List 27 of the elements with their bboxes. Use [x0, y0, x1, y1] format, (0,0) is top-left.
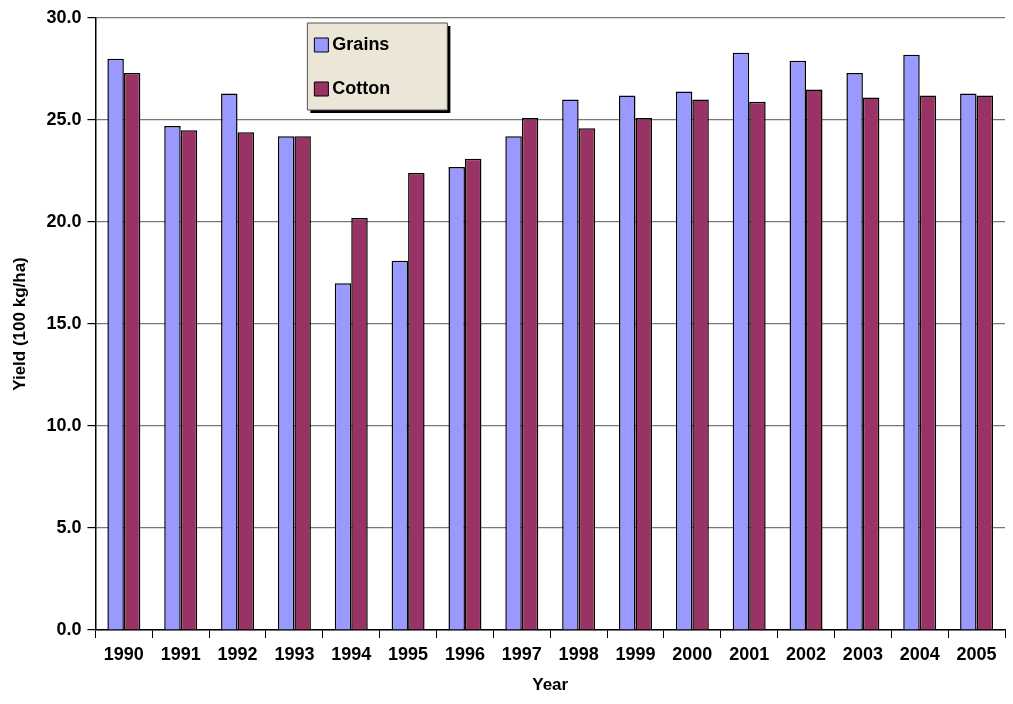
y-tick-label: 15.0: [46, 312, 82, 333]
y-tick-label: 10.0: [46, 414, 82, 435]
x-tick-label: 2000: [672, 643, 713, 664]
y-tick-label: 30.0: [46, 6, 82, 27]
x-tick-label: 1992: [217, 643, 258, 664]
x-tick-label: 1996: [444, 643, 485, 664]
x-tick-label: 1995: [388, 643, 429, 664]
y-tick-label: 25.0: [46, 108, 82, 129]
x-tick-label: 1990: [103, 643, 144, 664]
x-tick-label: 2001: [729, 643, 770, 664]
y-tick-label: 20.0: [46, 210, 82, 231]
y-axis-title: Yield (100 kg/ha): [9, 257, 29, 391]
x-axis-title: Year: [532, 675, 569, 695]
x-tick-label: 1999: [615, 643, 656, 664]
legend-label: Cotton: [332, 77, 391, 98]
y-tick-label: 0.0: [56, 618, 82, 639]
x-tick-label: 1993: [274, 643, 315, 664]
x-tick-label: 2002: [786, 643, 827, 664]
x-tick-label: 2003: [842, 643, 883, 664]
x-tick-label: 2005: [956, 643, 997, 664]
x-tick-label: 1997: [501, 643, 542, 664]
y-tick-label: 5.0: [56, 516, 82, 537]
legend-label: Grains: [332, 33, 390, 54]
x-tick-label: 2004: [899, 643, 940, 664]
x-tick-label: 1994: [331, 643, 372, 664]
x-tick-label: 1998: [558, 643, 599, 664]
x-tick-label: 1991: [160, 643, 201, 664]
